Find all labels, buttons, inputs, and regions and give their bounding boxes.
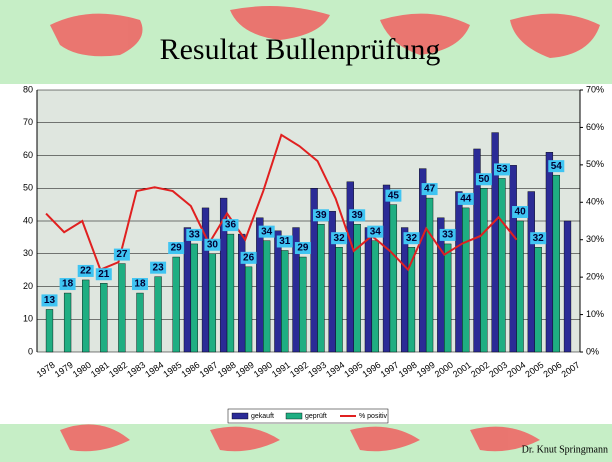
y-tick-label: 20: [23, 281, 33, 291]
y-tick-label: 60: [23, 150, 33, 160]
bar: [535, 247, 542, 352]
data-label: 22: [80, 266, 92, 277]
chart: Resultat Bullenprüfung Dr. Knut Springma…: [0, 0, 612, 462]
data-label: 31: [279, 236, 291, 247]
data-label: 27: [116, 249, 128, 260]
data-label: 32: [406, 233, 418, 244]
data-label: 30: [207, 239, 219, 250]
bar: [281, 250, 288, 352]
bar: [455, 192, 462, 352]
bar: [365, 228, 372, 352]
bar: [274, 231, 281, 352]
y2-tick-label: 60%: [586, 122, 604, 132]
bar: [401, 228, 408, 352]
bar: [209, 254, 216, 352]
bar: [64, 293, 71, 352]
bar: [354, 224, 361, 352]
bar: [564, 221, 571, 352]
bar: [546, 152, 553, 352]
bar: [173, 257, 180, 352]
legend-label: gekauft: [251, 413, 274, 420]
y-tick-label: 30: [23, 248, 33, 258]
y2-tick-label: 50%: [586, 159, 604, 169]
bar: [82, 280, 89, 352]
bar: [46, 309, 53, 352]
y2-tick-label: 30%: [586, 234, 604, 244]
data-label: 40: [515, 207, 527, 218]
data-label: 33: [442, 230, 454, 241]
data-label: 44: [460, 194, 472, 205]
bar: [155, 277, 162, 352]
bar: [462, 208, 469, 352]
legend-label: geprüft: [305, 413, 327, 420]
data-label: 33: [189, 230, 201, 241]
y-tick-label: 40: [23, 215, 33, 225]
bar: [419, 169, 426, 352]
data-label: 21: [98, 269, 110, 280]
data-label: 32: [533, 233, 545, 244]
bar: [184, 228, 191, 352]
bar: [499, 178, 506, 352]
bar: [553, 175, 560, 352]
bar: [318, 224, 325, 352]
y2-tick-label: 0%: [586, 346, 599, 356]
chart-title: Resultat Bullenprüfung: [160, 33, 441, 66]
data-label: 13: [44, 295, 56, 306]
data-label: 36: [225, 220, 237, 231]
bar: [372, 241, 379, 352]
bar: [510, 165, 517, 352]
legend-swatch: [286, 413, 302, 419]
bar: [480, 188, 487, 352]
bar: [336, 247, 343, 352]
bar: [256, 218, 263, 352]
y2-tick-label: 10%: [586, 309, 604, 319]
data-label: 32: [334, 233, 346, 244]
data-label: 50: [478, 174, 490, 185]
y-tick-label: 80: [23, 84, 33, 94]
legend-label: % positiv: [359, 413, 388, 420]
data-label: 54: [551, 161, 563, 172]
data-label: 34: [261, 226, 273, 237]
data-label: 29: [297, 243, 309, 254]
bar: [426, 198, 433, 352]
bar: [245, 267, 252, 352]
bar: [517, 221, 524, 352]
y2-tick-label: 20%: [586, 272, 604, 282]
data-label: 34: [370, 226, 382, 237]
bar: [191, 244, 198, 352]
data-label: 26: [243, 252, 255, 263]
y2-tick-label: 40%: [586, 197, 604, 207]
bar: [227, 234, 234, 352]
data-label: 53: [496, 164, 508, 175]
data-label: 39: [352, 210, 364, 221]
data-label: 45: [388, 190, 400, 201]
y-tick-label: 50: [23, 183, 33, 193]
bar: [100, 283, 107, 352]
data-label: 23: [153, 262, 165, 273]
footer: Dr. Knut Springmann: [522, 444, 608, 455]
data-label: 29: [171, 243, 183, 254]
bar: [383, 185, 390, 352]
data-label: 18: [62, 279, 74, 290]
bar: [263, 241, 270, 352]
bar: [444, 244, 451, 352]
data-label: 39: [315, 210, 327, 221]
y-tick-label: 10: [23, 314, 33, 324]
data-label: 47: [424, 184, 436, 195]
legend-swatch: [232, 413, 248, 419]
bar: [137, 293, 144, 352]
y-tick-label: 70: [23, 117, 33, 127]
data-label: 18: [134, 279, 146, 290]
y-tick-label: 0: [28, 346, 33, 356]
slide: Resultat Bullenprüfung Dr. Knut Springma…: [0, 0, 612, 462]
bar: [528, 192, 535, 352]
bar: [118, 264, 125, 352]
bar: [347, 182, 354, 352]
bar: [390, 205, 397, 352]
bar: [299, 257, 306, 352]
y2-tick-label: 70%: [586, 84, 604, 94]
